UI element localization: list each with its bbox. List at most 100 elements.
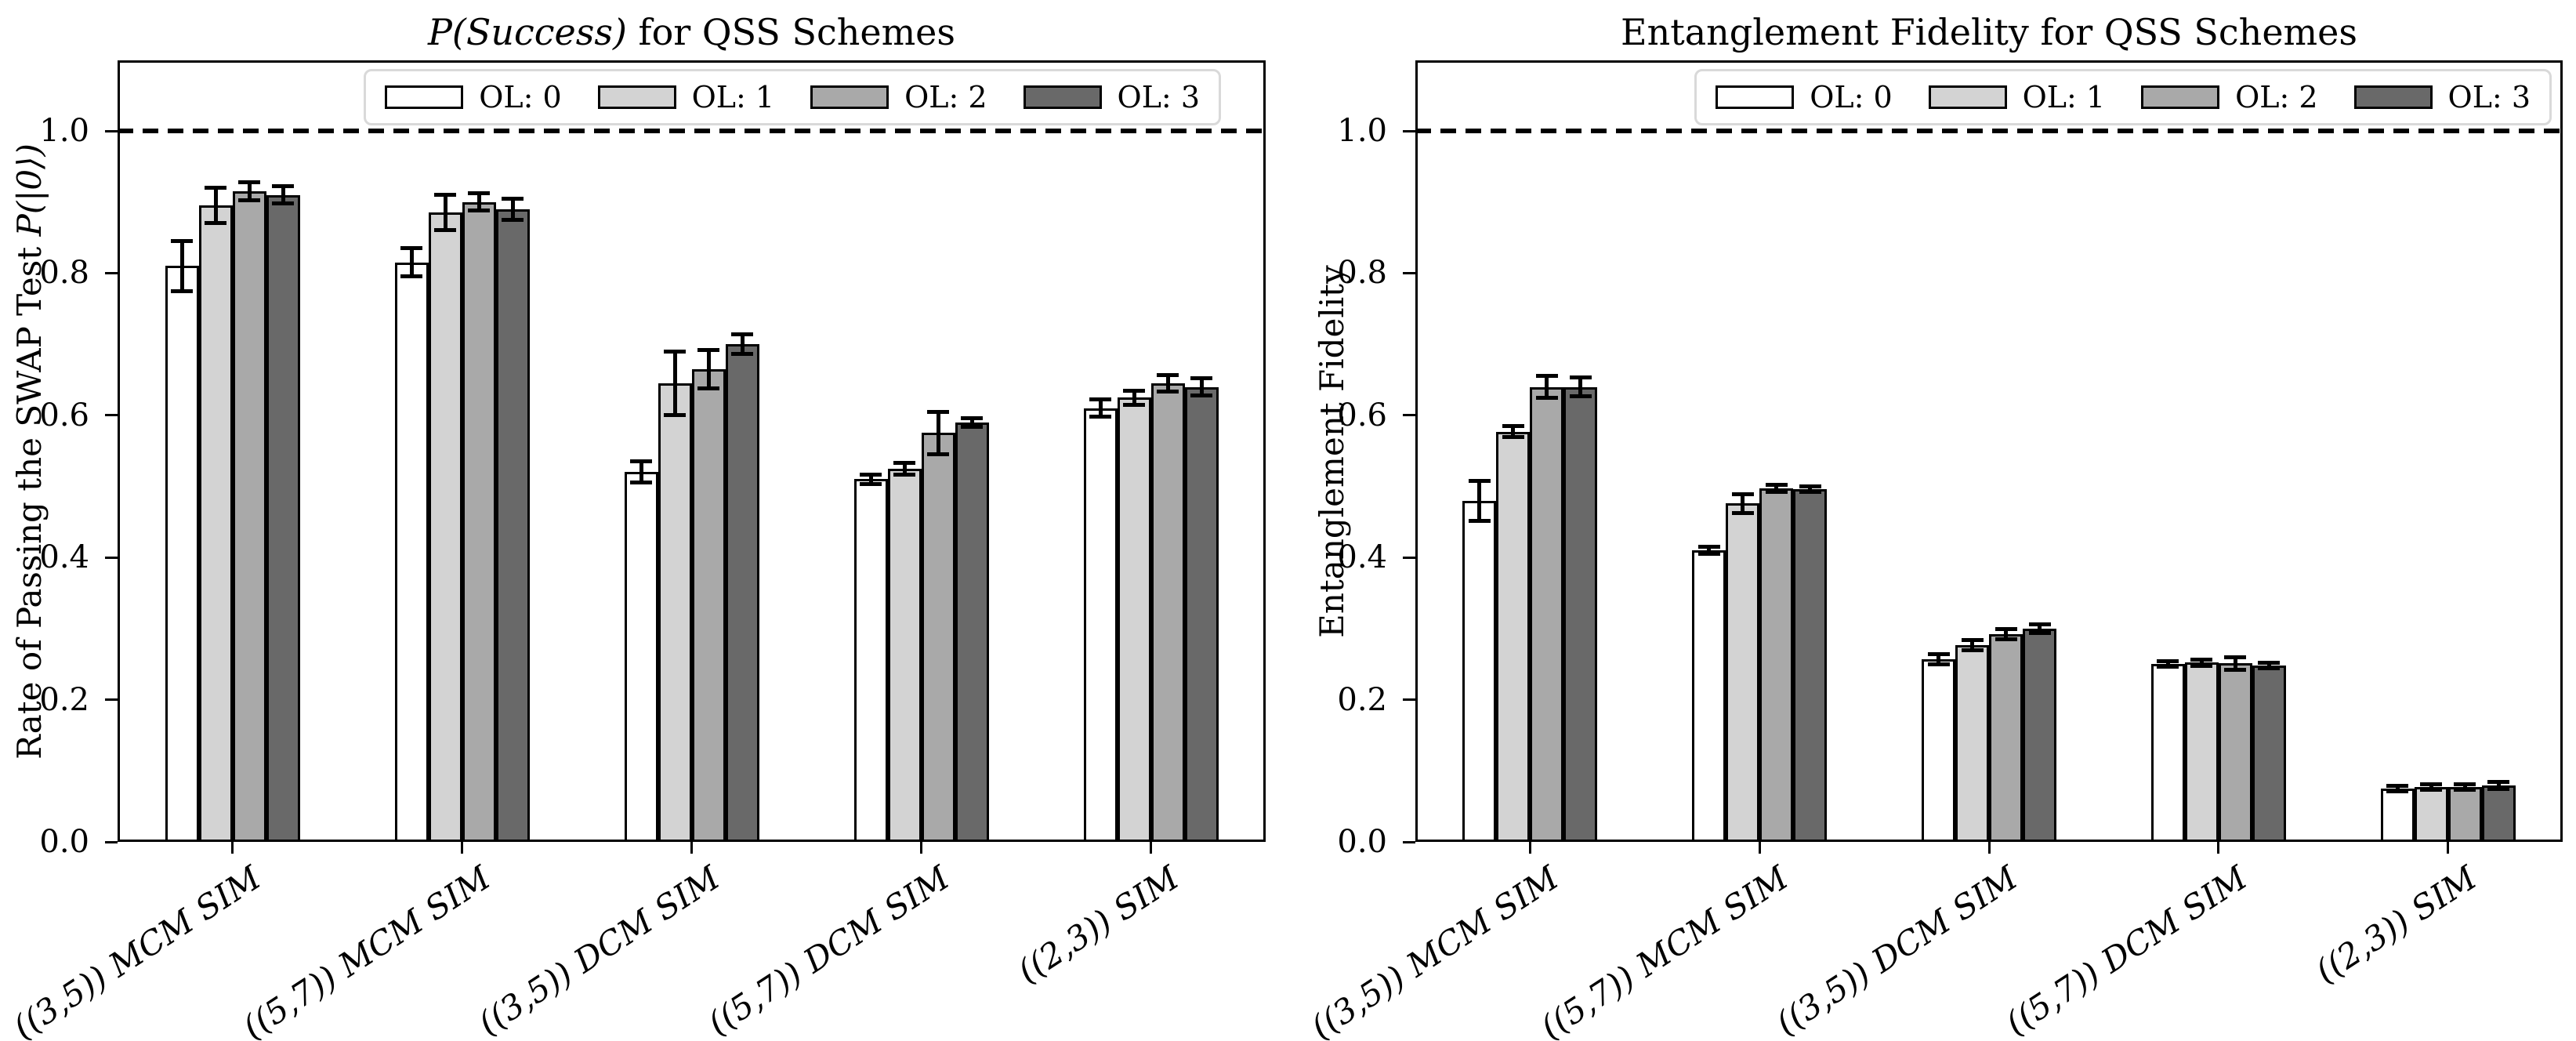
x-tick — [1758, 842, 1761, 854]
error-bar-cap — [205, 186, 226, 190]
bar — [2184, 662, 2219, 842]
error-bar — [247, 182, 252, 201]
legend-swatch — [597, 85, 676, 109]
error-bar-cap — [2487, 787, 2510, 792]
error-bar-cap — [893, 461, 915, 466]
bar — [2252, 666, 2286, 842]
left-legend: OL: 0 OL: 1 OL: 2 OL: 3 — [364, 69, 1221, 125]
x-tick-label: ((5,7)) DCM SIM — [701, 858, 957, 1041]
error-bar-cap — [1961, 637, 1984, 642]
x-tick — [920, 842, 922, 854]
y-tick — [1403, 698, 1415, 702]
error-bar-cap — [2420, 788, 2443, 793]
bar — [2481, 785, 2516, 842]
y-tick-label: 0.8 — [39, 255, 89, 292]
error-bar-cap — [630, 481, 652, 485]
right-ideal-line — [1415, 129, 2563, 133]
legend-entry: OL: 1 — [1928, 80, 2106, 114]
y-tick — [105, 840, 118, 843]
error-bar-cap — [1123, 388, 1145, 393]
legend-label: OL: 3 — [1117, 80, 1200, 114]
error-bar-cap — [2224, 655, 2247, 659]
error-bar-cap — [238, 180, 260, 184]
error-bar-cap — [1927, 662, 1950, 666]
error-bar-cap — [2157, 659, 2179, 664]
error-bar — [2038, 624, 2042, 633]
error-bar — [902, 462, 907, 475]
error-bar-cap — [927, 452, 949, 457]
error-bar-cap — [1535, 395, 1558, 400]
error-bar-cap — [2028, 622, 2051, 626]
error-bar-cap — [664, 349, 686, 354]
error-bar — [1098, 399, 1103, 417]
error-bar-cap — [1731, 491, 1754, 496]
right-legend: OL: 0 OL: 1 OL: 2 OL: 3 — [1694, 69, 2552, 125]
x-tick — [1987, 842, 1991, 854]
bar — [394, 262, 429, 842]
error-bar — [639, 461, 643, 483]
error-bar — [672, 351, 677, 415]
error-bar-cap — [434, 228, 456, 233]
bar — [624, 472, 658, 842]
bar — [1989, 634, 2023, 842]
error-bar-cap — [2258, 660, 2281, 665]
legend-swatch — [1023, 85, 1102, 109]
right-panel-title: Entanglement Fidelity for QSS Schemes — [1415, 11, 2563, 53]
legend-entry: OL: 0 — [385, 80, 562, 114]
x-tick-label: ((5,7)) DCM SIM — [1998, 858, 2254, 1041]
error-bar-cap — [468, 209, 490, 213]
error-bar-cap — [1157, 390, 1179, 394]
error-bar-cap — [205, 221, 226, 226]
error-bar — [969, 418, 974, 427]
y-tick — [105, 414, 118, 417]
y-tick — [105, 129, 118, 132]
y-tick-label: 0.6 — [1337, 397, 1387, 433]
bar — [691, 368, 726, 842]
error-bar-cap — [893, 472, 915, 477]
error-bar-cap — [1799, 490, 1821, 495]
bar — [1184, 386, 1219, 842]
error-bar-cap — [2028, 630, 2051, 635]
error-bar-cap — [272, 201, 294, 205]
legend-label: OL: 3 — [2447, 80, 2531, 114]
x-tick — [231, 842, 234, 854]
error-bar — [1578, 377, 1583, 397]
error-bar — [1545, 375, 1549, 398]
y-tick — [1403, 271, 1415, 274]
error-bar-cap — [2190, 658, 2213, 662]
error-bar-cap — [1927, 652, 1950, 657]
error-bar — [2429, 784, 2433, 790]
error-bar-cap — [1994, 637, 2017, 641]
x-tick-label: ((2,3)) SIM — [2308, 858, 2484, 991]
y-tick-label: 0.4 — [39, 539, 89, 576]
error-bar — [868, 474, 873, 484]
bar — [1530, 386, 1564, 842]
error-bar — [1970, 640, 1974, 651]
legend-entry: OL: 0 — [1716, 80, 1893, 114]
error-bar-cap — [502, 196, 524, 201]
error-bar-cap — [2157, 665, 2179, 669]
legend-label: OL: 1 — [2022, 80, 2106, 114]
bar — [658, 383, 692, 842]
error-bar-cap — [927, 409, 949, 414]
y-tick — [105, 271, 118, 274]
error-bar-cap — [1697, 552, 1720, 557]
error-bar-cap — [171, 239, 193, 244]
bar — [2023, 628, 2056, 842]
legend-entry: OL: 1 — [597, 80, 774, 114]
error-bar — [1511, 426, 1516, 437]
y-tick-label: 0.8 — [1337, 255, 1387, 292]
error-bar — [281, 186, 285, 204]
bar — [2447, 787, 2482, 842]
y-tick-label: 0.2 — [1337, 681, 1387, 718]
legend-entry: OL: 2 — [810, 80, 987, 114]
error-bar — [2165, 661, 2170, 667]
error-bar-cap — [2487, 780, 2510, 785]
legend-entry: OL: 2 — [2141, 80, 2318, 114]
error-bar-cap — [434, 193, 456, 198]
error-bar — [2199, 659, 2204, 666]
error-bar — [2004, 629, 2008, 640]
y-tick — [1403, 556, 1415, 559]
error-bar-cap — [1731, 510, 1754, 515]
error-bar-cap — [731, 352, 753, 357]
